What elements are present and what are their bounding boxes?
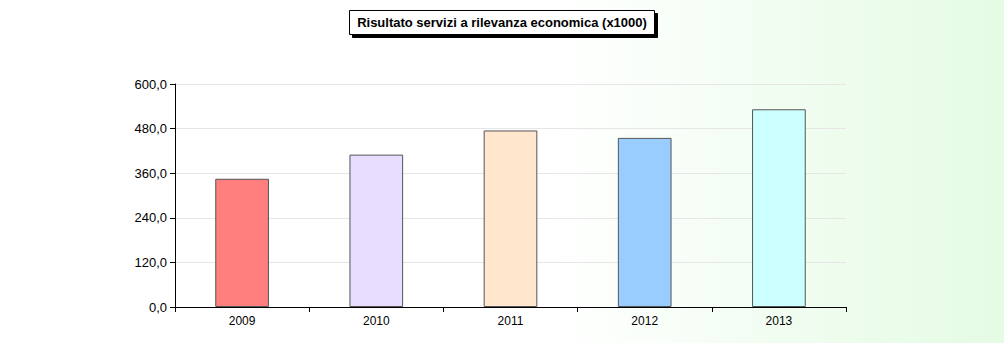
svg-text:2010: 2010 — [363, 314, 390, 328]
svg-text:2013: 2013 — [766, 314, 793, 328]
svg-text:360,0: 360,0 — [134, 166, 167, 181]
svg-text:120,0: 120,0 — [134, 255, 167, 270]
svg-text:2009: 2009 — [229, 314, 256, 328]
svg-text:2012: 2012 — [631, 314, 658, 328]
svg-text:2011: 2011 — [498, 314, 524, 328]
svg-text:240,0: 240,0 — [134, 210, 167, 225]
svg-text:0,0: 0,0 — [149, 300, 167, 315]
svg-text:600,0: 600,0 — [134, 77, 167, 92]
svg-text:Risultato servizi a rilevanza: Risultato servizi a rilevanza economica … — [357, 15, 647, 30]
svg-text:480,0: 480,0 — [134, 121, 167, 136]
